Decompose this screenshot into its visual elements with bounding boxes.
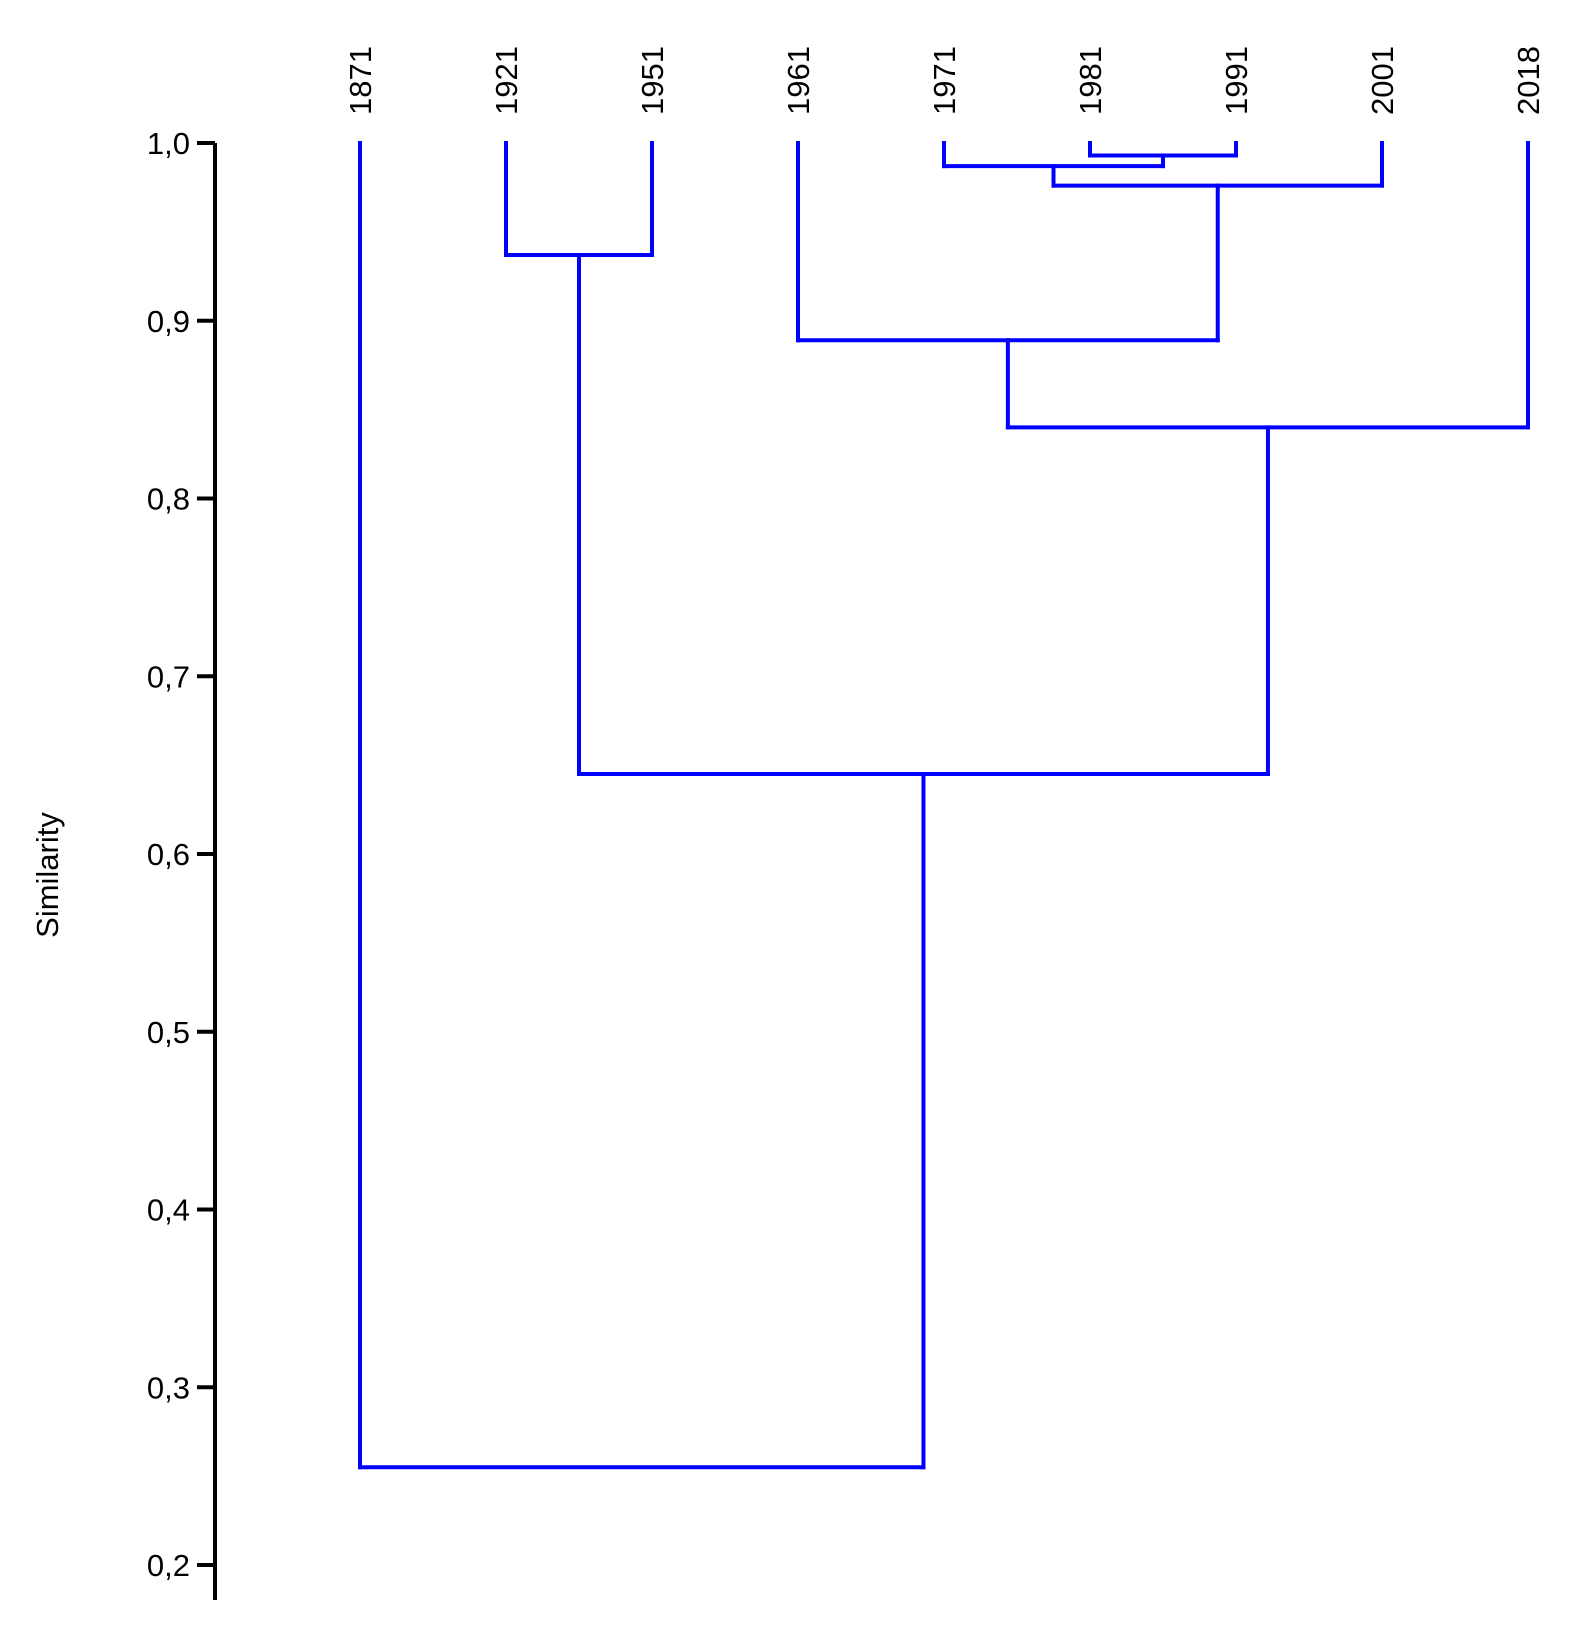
y-axis: 1,0 0,9 0,8 0,7 0,6 0,5 0,4 0,3 0,2 — [147, 126, 217, 1600]
leaf-label-1991: 1991 — [1219, 46, 1254, 115]
y-tick-label: 0,7 — [147, 659, 190, 694]
y-tick-label: 0,2 — [147, 1548, 190, 1583]
leaf-label-1951: 1951 — [635, 46, 670, 115]
leaf-label-1921: 1921 — [489, 46, 524, 115]
y-tick-label: 0,5 — [147, 1015, 190, 1050]
y-tick-label: 1,0 — [147, 126, 190, 161]
y-tick-label: 0,4 — [147, 1193, 190, 1228]
leaf-label-1961: 1961 — [781, 46, 816, 115]
leaf-label-2018: 2018 — [1511, 46, 1546, 115]
leaf-label-1981: 1981 — [1073, 46, 1108, 115]
y-tick-label: 0,3 — [147, 1370, 190, 1405]
leaf-label-1971: 1971 — [927, 46, 962, 115]
y-tick-label: 0,6 — [147, 837, 190, 872]
dendrogram-links — [358, 141, 1530, 1470]
y-tick-label: 0,8 — [147, 482, 190, 517]
leaf-label-2001: 2001 — [1365, 46, 1400, 115]
y-tick-label: 0,9 — [147, 304, 190, 339]
leaf-labels: 1871 1921 1951 1961 1971 1981 1991 2001 2018 — [343, 46, 1546, 115]
y-axis-title: Similarity — [30, 812, 65, 938]
leaf-label-1871: 1871 — [343, 46, 378, 115]
